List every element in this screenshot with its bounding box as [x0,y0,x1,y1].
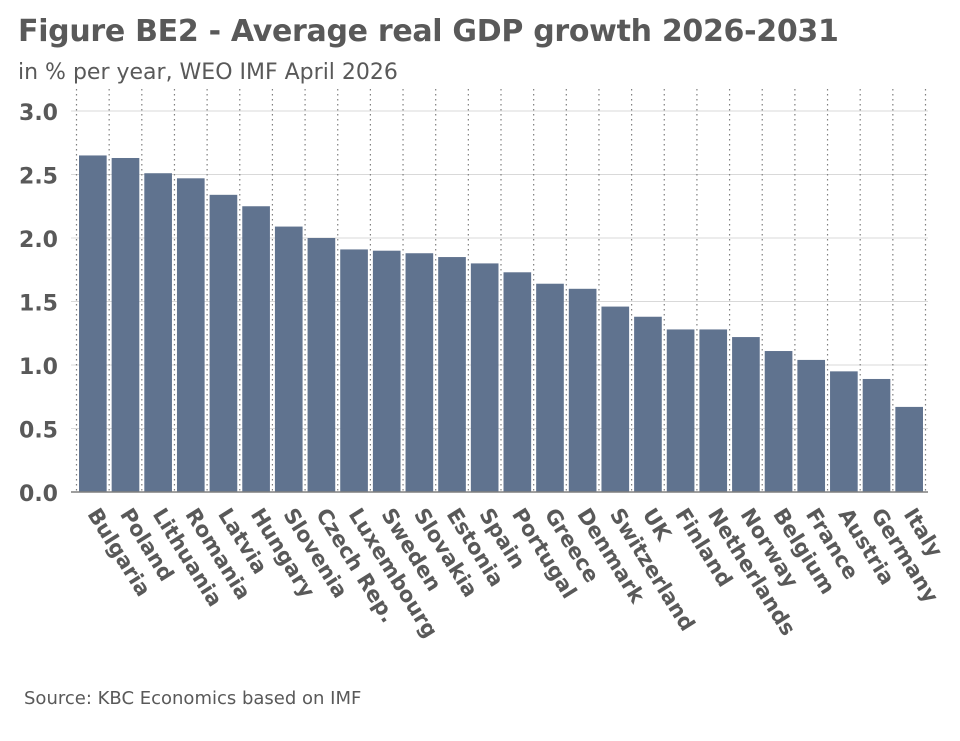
y-tick-label: 0.0 [19,482,58,507]
bar-greece [536,283,564,492]
bar-sweden [372,250,401,492]
bar-germany [862,378,891,492]
bar-luxembourg [340,249,368,492]
y-tick-label: 1.0 [19,355,58,380]
bar-bulgaria [79,155,107,492]
chart-title: Figure BE2 - Average real GDP growth 202… [18,14,839,49]
bar-slovakia [405,253,434,492]
bar-poland [111,157,140,493]
bar-romania [176,178,205,492]
bar-spain [470,263,499,492]
bar-austria [830,371,858,492]
bar-denmark [568,288,597,492]
bar-finland [666,329,695,492]
bar-slovenia [274,226,303,492]
bar-norway [732,337,760,492]
bar-italy [895,406,923,492]
grid-layer [71,89,928,492]
chart-subtitle: in % per year, WEO IMF April 2026 [18,60,398,85]
bar-switzerland [601,306,630,492]
bars-layer [79,155,923,493]
bar-hungary [242,206,270,492]
x-tick-labels: BulgariaPolandLithuaniaRomaniaLatviaHung… [83,504,948,642]
y-tick-label: 2.5 [19,165,58,190]
bar-uk [634,316,662,492]
y-tick-label: 0.5 [19,419,58,444]
y-tick-label: 1.5 [19,292,58,317]
bar-netherlands [699,329,728,492]
bar-france [797,359,826,492]
y-tick-label: 3.0 [19,101,58,126]
bar-lithuania [144,173,172,493]
y-tick-label: 2.0 [19,228,58,253]
bar-belgium [764,351,793,492]
bar-latvia [209,194,238,492]
bar-portugal [503,272,532,492]
source-note: Source: KBC Economics based on IMF [24,688,362,709]
y-tick-labels: 0.0 0.5 1.0 1.5 2.0 2.5 3.0 [19,101,58,507]
bar-czech-rep [307,238,336,492]
bar-estonia [438,257,466,492]
